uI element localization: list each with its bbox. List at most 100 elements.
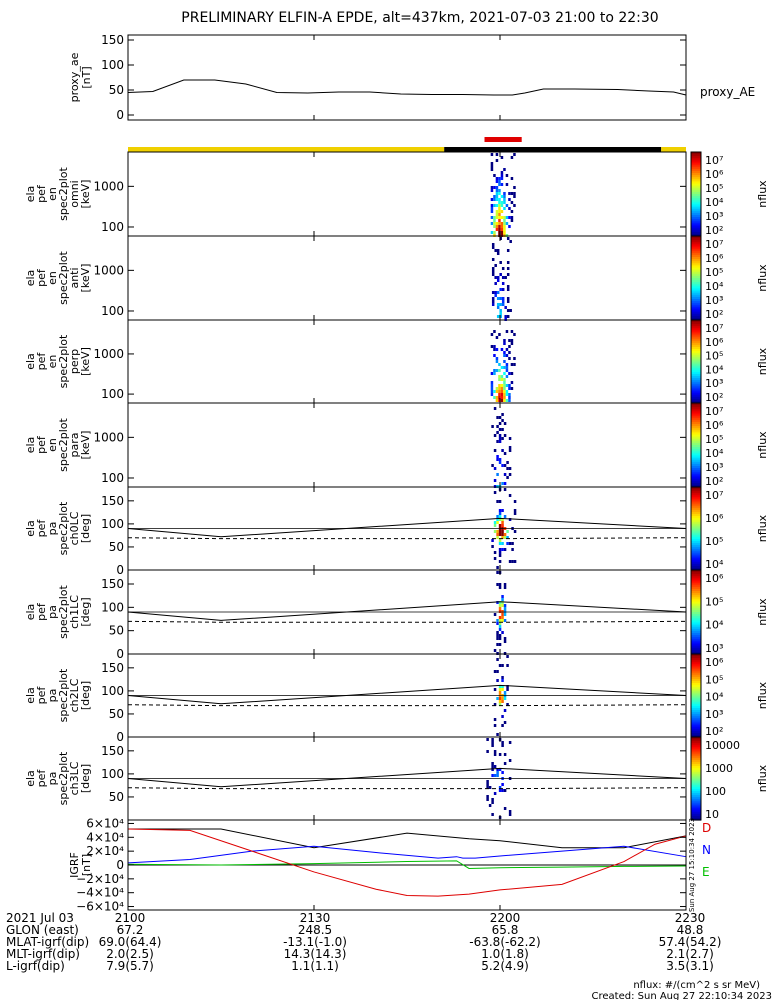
colorbar-cell	[691, 170, 701, 174]
heatmap-cell	[491, 768, 494, 771]
heatmap-cell	[506, 285, 510, 288]
heatmap-cell	[498, 201, 501, 204]
colorbar-cell	[691, 739, 701, 742]
colorbar-cell	[691, 607, 701, 611]
heatmap-cell	[498, 664, 502, 667]
ephem-value: 3.5(3.1)	[666, 959, 714, 973]
colorbar-cell	[691, 307, 701, 311]
heatmap-cell	[500, 399, 504, 402]
colorbar-cell	[691, 628, 701, 632]
colorbar-cell	[691, 609, 701, 613]
ylabel-line-2: pa	[46, 772, 59, 786]
colorbar-tick-label: 10⁵	[705, 595, 723, 608]
heatmap-cell	[503, 228, 506, 231]
heatmap-cell	[495, 192, 499, 195]
colorbar-cell	[691, 177, 701, 180]
loss-cone-line	[127, 517, 687, 538]
ephem-value: 7.9(5.7)	[106, 959, 154, 973]
heatmap-cell	[506, 542, 509, 545]
colorbar-cell	[691, 805, 701, 809]
heatmap-cell	[501, 724, 504, 727]
colorbar-cell	[691, 730, 701, 734]
colorbar-cell	[691, 468, 701, 471]
colorbar-cell	[691, 570, 701, 573]
colorbar-cell	[691, 624, 701, 628]
colorbar-cell	[691, 630, 701, 634]
ylabel-line-1: pef	[35, 686, 48, 705]
colorbar-cell	[691, 424, 701, 427]
anti-loss-cone-line	[127, 704, 687, 707]
heatmap-cell	[498, 628, 502, 631]
heatmap-cell	[493, 330, 496, 333]
ytick-label-1: 100	[101, 600, 124, 614]
colorbar-cell	[691, 365, 701, 369]
heatmap-cell	[493, 613, 497, 616]
heatmap-cell	[493, 551, 497, 554]
colorbar-cell	[691, 701, 701, 705]
colorbar-cell	[691, 340, 701, 344]
colorbar-cell	[691, 561, 701, 565]
heatmap-cell	[495, 390, 499, 393]
heatmap-cell	[490, 393, 494, 396]
colorbar-cell	[691, 582, 701, 586]
colorbar-cell	[691, 191, 701, 195]
heatmap-cell	[501, 449, 504, 452]
heatmap-cell	[495, 228, 499, 231]
heatmap-cell	[503, 351, 506, 354]
heatmap-cell	[490, 333, 494, 336]
ylabel-line-4: ch2LC	[68, 678, 81, 712]
igrf-legend-D: D	[702, 821, 711, 835]
colorbar-cell	[691, 313, 701, 317]
heatmap-cell	[505, 174, 509, 177]
heatmap-cell	[500, 156, 504, 159]
colorbar-cell	[691, 221, 701, 224]
heatmap-cell	[490, 216, 494, 219]
colorbar-tick-label: 10⁵	[705, 433, 723, 446]
heatmap-cell	[508, 192, 511, 195]
heatmap-cell	[499, 237, 502, 240]
colorbar-cell	[691, 651, 701, 655]
heatmap-cell	[500, 366, 504, 369]
colorbar-cell	[691, 768, 701, 771]
colorbar-cell	[691, 599, 701, 603]
ephem-value: 2100	[115, 911, 146, 925]
heatmap-cell	[490, 186, 494, 189]
heatmap-cell	[503, 198, 506, 201]
igrf-legend-N: N	[702, 843, 711, 857]
heatmap-cell	[495, 222, 499, 225]
ylabel-line-4: perp	[68, 349, 81, 374]
colorbar-cell	[691, 674, 701, 678]
heatmap-cell	[501, 533, 504, 536]
colorbar-cell	[691, 720, 701, 724]
heatmap-cell	[494, 282, 497, 285]
ytick-label-1: 4×10⁴	[86, 830, 124, 844]
heatmap-cell	[506, 536, 509, 539]
heatmap-cell	[503, 216, 506, 219]
colorbar-cell	[691, 212, 701, 216]
ylabel-line-0: proxy_ae	[68, 52, 81, 102]
heatmap-cell	[508, 810, 512, 813]
heatmap-cell	[498, 643, 502, 646]
heatmap-cell	[503, 807, 507, 810]
proxy-ae-legend: proxy_AE	[700, 85, 755, 99]
colorbar-cell	[691, 246, 701, 250]
heatmap-cell	[498, 616, 502, 619]
colorbar-cell	[691, 303, 701, 306]
ephem-value: 2.1(2.7)	[666, 947, 714, 961]
heatmap-cell	[496, 637, 499, 640]
heatmap-cell	[498, 375, 501, 378]
colorbar-cell	[691, 549, 701, 552]
colorbar-label: nflux	[756, 598, 769, 626]
panel-en_para: 1000100elapefenspec2plotpara[keV]10⁷10⁶1…	[24, 402, 769, 488]
heatmap-cell	[488, 786, 492, 789]
heatmap-cell	[493, 467, 497, 470]
colorbar-cell	[691, 672, 701, 676]
colorbar-cell	[691, 817, 701, 821]
colorbar-label: nflux	[756, 681, 769, 709]
colorbar-cell	[691, 152, 701, 155]
colorbar-cell	[691, 807, 701, 811]
heatmap-cell	[493, 434, 497, 437]
colorbar-cell	[691, 584, 701, 588]
colorbar-tick-label: 10⁵	[705, 673, 723, 686]
